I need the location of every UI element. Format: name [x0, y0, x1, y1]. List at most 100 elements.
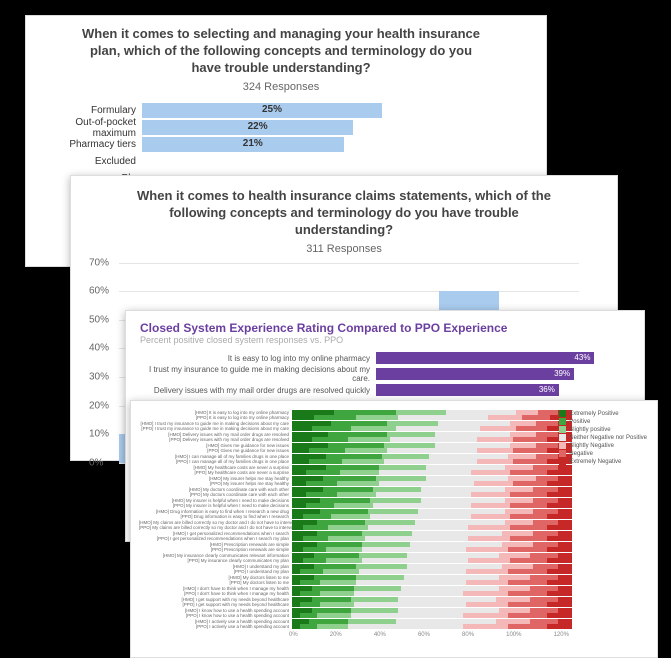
bar-track: [142, 154, 526, 169]
stacked-seg: [300, 624, 317, 629]
stacked-track: [292, 531, 572, 536]
stacked-seg: [471, 470, 510, 475]
stacked-label: [HMO] My insurer helps me stay healthy: [139, 476, 292, 481]
stacked-label: [PPO] I don't have to think when I manag…: [139, 591, 292, 596]
stacked-row: [PPO] I get support with my needs beyond…: [139, 602, 649, 607]
stacked-seg: [426, 465, 504, 470]
legend-label: Extremely Negative: [569, 459, 621, 465]
stacked-track: [292, 487, 572, 492]
stacked-seg: [426, 476, 507, 481]
stacked-seg: [365, 536, 469, 541]
stacked-seg: [387, 432, 435, 437]
stacked-track: [292, 580, 572, 585]
legend-label: Extremely Positive: [569, 411, 618, 417]
stacked-seg: [292, 437, 312, 442]
stacked-seg: [387, 448, 477, 453]
stacked-track: [292, 608, 572, 613]
stacked-seg: [435, 443, 511, 448]
stacked-seg: [348, 437, 390, 442]
stacked-row: [HMO] My doctors coordinate care with ea…: [139, 487, 649, 492]
stacked-seg: [499, 553, 530, 558]
stacked-seg: [401, 586, 499, 591]
legend-label: Neither Negative nor Positive: [569, 435, 647, 441]
stacked-label: [PPO] Delivery issues with my mail order…: [139, 437, 292, 442]
legend-label: Slightly Negative: [569, 443, 614, 449]
stacked-seg: [300, 613, 317, 618]
stacked-seg: [292, 470, 306, 475]
stacked-seg: [471, 503, 510, 508]
stacked-seg: [421, 487, 505, 492]
stacked-seg: [314, 575, 356, 580]
p4-axis-tick: 80%: [462, 632, 474, 638]
stacked-seg: [510, 558, 546, 563]
stacked-seg: [468, 536, 510, 541]
stacked-track: [292, 426, 572, 431]
stacked-label: [HMO] I can manage all of my families dr…: [139, 454, 292, 459]
stacked-track: [292, 536, 572, 541]
stacked-seg: [510, 421, 535, 426]
legend-swatch: [559, 418, 566, 425]
stacked-seg: [384, 459, 476, 464]
stacked-seg: [412, 531, 502, 536]
stacked-seg: [558, 608, 572, 613]
stacked-seg: [421, 498, 505, 503]
legend-label: Positive: [569, 419, 590, 425]
stacked-label: [PPO] My doctors listen to me: [139, 580, 292, 585]
stacked-row: [HMO] I actively use a health spending a…: [139, 619, 649, 624]
stacked-seg: [292, 509, 320, 514]
stacked-row: [PPO] My doctors listen to me: [139, 580, 649, 585]
stacked-seg: [516, 426, 547, 431]
stacked-seg: [396, 619, 497, 624]
stacked-seg: [547, 558, 572, 563]
legend-swatch: [559, 410, 566, 417]
stacked-seg: [558, 542, 572, 547]
stacked-seg: [326, 558, 362, 563]
stacked-seg: [466, 580, 508, 585]
stacked-seg: [351, 613, 463, 618]
stacked-seg: [510, 536, 546, 541]
stacked-seg: [508, 547, 547, 552]
stacked-seg: [530, 597, 558, 602]
stacked-seg: [547, 547, 572, 552]
stacked-track: [292, 591, 572, 596]
stacked-label: [PPO] My insurer is helpful when I need …: [139, 503, 292, 508]
stacked-seg: [306, 503, 334, 508]
bar-label: Pharmacy tiers: [36, 139, 142, 150]
stacked-seg: [496, 619, 530, 624]
stacked-track: [292, 481, 572, 486]
stacked-seg: [292, 487, 323, 492]
stacked-track: [292, 421, 572, 426]
stacked-seg: [320, 591, 354, 596]
stacked-track: [292, 476, 572, 481]
stacked-seg: [323, 487, 373, 492]
stacked-seg: [558, 619, 572, 624]
p3-subtitle: Percent positive closed system responses…: [140, 335, 630, 345]
stacked-seg: [477, 459, 513, 464]
stacked-seg: [292, 597, 312, 602]
stacked-row: [HMO] I know how to use a health spendin…: [139, 608, 649, 613]
stacked-seg: [292, 613, 300, 618]
stacked-row: [PPO] My insurer helps me stay healthy: [139, 481, 649, 486]
bar-label: Formulary: [36, 105, 142, 116]
stacked-track: [292, 558, 572, 563]
stacked-seg: [320, 509, 368, 514]
stacked-seg: [536, 432, 558, 437]
stacked-seg: [303, 525, 328, 530]
stacked-label: [PPO] Prescription renewals are simple: [139, 547, 292, 552]
stacked-seg: [471, 514, 510, 519]
p4-axis-tick: 120%: [554, 632, 569, 638]
stacked-row: [HMO] My insurer is helpful when I need …: [139, 498, 649, 503]
purple-row: Delivery issues with my mail order drugs…: [140, 383, 630, 397]
legend-row: Positive: [559, 418, 647, 425]
bar-value: 25%: [262, 104, 282, 115]
stacked-seg: [292, 415, 314, 420]
stacked-seg: [510, 492, 546, 497]
legend-swatch: [559, 458, 566, 465]
stacked-seg: [345, 448, 387, 453]
stacked-label: [HMO] Drug information is easy to find w…: [139, 509, 292, 514]
stacked-seg: [317, 531, 362, 536]
stacked-seg: [508, 454, 536, 459]
stacked-seg: [300, 569, 322, 574]
stacked-seg: [538, 410, 558, 415]
stacked-seg: [292, 586, 312, 591]
